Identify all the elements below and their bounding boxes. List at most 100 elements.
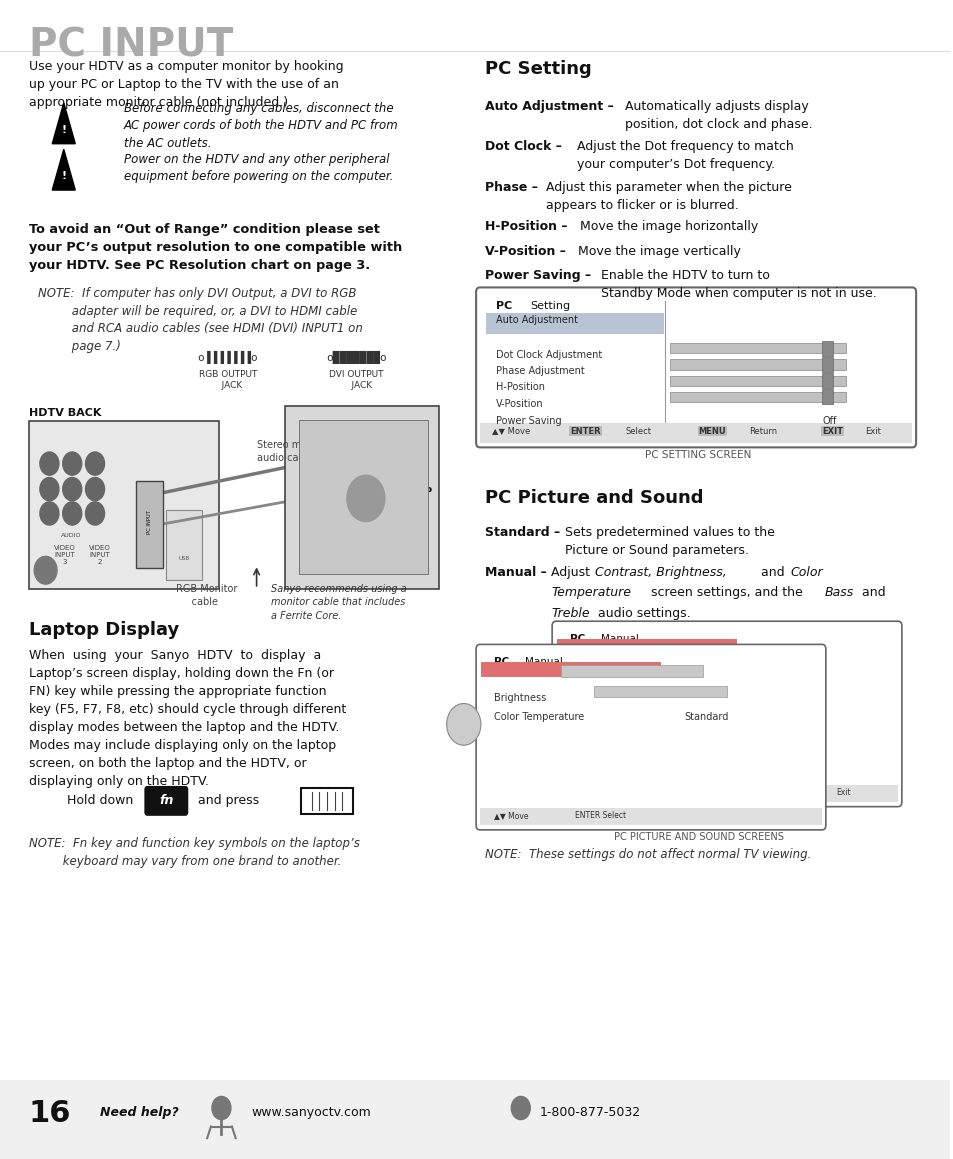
Text: Dot Clock Adjustment: Dot Clock Adjustment — [496, 350, 601, 360]
Circle shape — [40, 502, 59, 525]
Text: USB: USB — [178, 556, 190, 561]
Text: EXIT: EXIT — [821, 427, 842, 436]
Text: Move the image horizontally: Move the image horizontally — [579, 220, 757, 233]
FancyBboxPatch shape — [821, 357, 833, 372]
FancyBboxPatch shape — [557, 639, 737, 654]
Text: Adjust this parameter when the picture
appears to flicker or is blurred.: Adjust this parameter when the picture a… — [546, 181, 792, 212]
Text: Color Temperature: Color Temperature — [494, 712, 584, 722]
Text: audio settings.: audio settings. — [594, 607, 690, 620]
Circle shape — [63, 452, 82, 475]
Text: Color: Color — [790, 566, 822, 578]
Circle shape — [86, 452, 105, 475]
Text: Standard: Standard — [683, 712, 728, 722]
Text: Move the image vertically: Move the image vertically — [578, 245, 740, 257]
Text: Laptop Display: Laptop Display — [29, 621, 178, 640]
FancyBboxPatch shape — [669, 343, 845, 353]
Text: ENTER Select: ENTER Select — [575, 811, 625, 821]
Text: 16: 16 — [29, 1099, 71, 1128]
Text: and: and — [757, 566, 788, 578]
Circle shape — [212, 1096, 231, 1120]
Text: o███████o: o███████o — [326, 351, 386, 364]
Text: Hold down: Hold down — [67, 794, 136, 807]
Text: Automatically adjusts display
position, dot clock and phase.: Automatically adjusts display position, … — [624, 100, 812, 131]
FancyBboxPatch shape — [669, 359, 845, 370]
Text: PC: PC — [570, 634, 585, 644]
Text: PC PICTURE AND SOUND SCREENS: PC PICTURE AND SOUND SCREENS — [613, 832, 782, 843]
FancyBboxPatch shape — [476, 644, 825, 830]
Text: Auto Adjustment: Auto Adjustment — [496, 315, 578, 326]
Text: Auto Adjustment –: Auto Adjustment – — [484, 100, 618, 112]
Polygon shape — [52, 150, 75, 190]
Text: fn: fn — [159, 794, 173, 808]
Text: Bass: Bass — [824, 586, 853, 599]
Text: V-Position: V-Position — [496, 399, 543, 409]
Text: Power Saving: Power Saving — [496, 416, 561, 427]
FancyBboxPatch shape — [821, 373, 833, 388]
Text: Power on the HDTV and any other peripheral
equipment before powering on the comp: Power on the HDTV and any other peripher… — [124, 153, 393, 183]
FancyBboxPatch shape — [821, 389, 833, 404]
Circle shape — [63, 502, 82, 525]
FancyBboxPatch shape — [476, 287, 915, 447]
Text: PC OR LAPTOP: PC OR LAPTOP — [347, 487, 432, 497]
Text: VIDEO
INPUT
3: VIDEO INPUT 3 — [53, 545, 75, 564]
Text: AUDIO: AUDIO — [61, 533, 81, 538]
Text: Need help?: Need help? — [100, 1106, 178, 1118]
Text: PC INPUT: PC INPUT — [29, 27, 233, 65]
Text: Adjust: Adjust — [551, 566, 594, 578]
Text: screen settings, and the: screen settings, and the — [646, 586, 806, 599]
Text: Stereo mini
audio cable: Stereo mini audio cable — [256, 440, 313, 462]
Text: Manual –: Manual – — [484, 566, 550, 578]
Circle shape — [522, 680, 557, 722]
Text: Adjust the Dot frequency to match
your computer’s Dot frequency.: Adjust the Dot frequency to match your c… — [577, 140, 793, 172]
Text: Manual: Manual — [600, 634, 638, 644]
FancyBboxPatch shape — [485, 313, 663, 334]
Text: ▲▼ Move: ▲▼ Move — [492, 427, 530, 436]
Text: RGB Monitor
     cable: RGB Monitor cable — [175, 584, 237, 606]
Text: DVI OUTPUT
    JACK: DVI OUTPUT JACK — [329, 370, 383, 389]
Text: Return: Return — [748, 427, 776, 436]
Text: Exit: Exit — [836, 788, 850, 797]
Text: PC Picture and Sound: PC Picture and Sound — [484, 489, 702, 508]
Text: 1-800-877-5032: 1-800-877-5032 — [539, 1106, 640, 1118]
Text: o▐▐▐▐▐▐▐o: o▐▐▐▐▐▐▐o — [197, 351, 258, 364]
Text: www.sanyoctv.com: www.sanyoctv.com — [252, 1106, 372, 1118]
FancyBboxPatch shape — [552, 621, 901, 807]
FancyBboxPatch shape — [821, 341, 833, 356]
Text: V-Position –: V-Position – — [484, 245, 569, 257]
Text: RGB OUTPUT
   JACK: RGB OUTPUT JACK — [198, 370, 257, 389]
Text: ▲▼ Move: ▲▼ Move — [570, 788, 604, 797]
Text: To avoid an “Out of Range” condition please set
your PC’s output resolution to o: To avoid an “Out of Range” condition ple… — [29, 223, 401, 271]
Text: PC SETTING SCREEN: PC SETTING SCREEN — [644, 450, 751, 460]
FancyBboxPatch shape — [301, 788, 353, 814]
FancyBboxPatch shape — [479, 808, 821, 825]
FancyBboxPatch shape — [29, 421, 218, 589]
Text: Dot Clock –: Dot Clock – — [484, 140, 565, 153]
Text: H-Position –: H-Position – — [484, 220, 571, 233]
FancyBboxPatch shape — [480, 662, 660, 677]
Text: HDTV BACK: HDTV BACK — [29, 408, 101, 418]
FancyBboxPatch shape — [0, 1080, 949, 1159]
Text: Phase Adjustment: Phase Adjustment — [496, 366, 584, 377]
Circle shape — [63, 478, 82, 501]
Circle shape — [86, 502, 105, 525]
Text: Temperature: Temperature — [551, 586, 631, 599]
Text: ENTER Select: ENTER Select — [650, 788, 701, 797]
Text: Standard –: Standard – — [484, 526, 563, 539]
FancyBboxPatch shape — [669, 665, 802, 676]
Circle shape — [511, 1096, 530, 1120]
Text: Exit: Exit — [864, 427, 880, 436]
Text: Treble: Treble — [551, 607, 589, 620]
Text: Manual: Manual — [524, 657, 562, 668]
Text: !: ! — [61, 125, 67, 134]
FancyBboxPatch shape — [560, 665, 702, 677]
Text: !: ! — [61, 172, 67, 181]
Text: NOTE:  If computer has only DVI Output, a DVI to RGB
         adapter will be re: NOTE: If computer has only DVI Output, a… — [38, 287, 362, 353]
Text: NOTE:  These settings do not affect normal TV viewing.: NOTE: These settings do not affect norma… — [484, 848, 810, 861]
Polygon shape — [285, 406, 438, 589]
Circle shape — [40, 452, 59, 475]
FancyBboxPatch shape — [669, 376, 845, 386]
Text: ENTER: ENTER — [570, 427, 600, 436]
Text: Select: Select — [624, 427, 651, 436]
Text: PC: PC — [496, 301, 512, 312]
Polygon shape — [52, 103, 75, 144]
